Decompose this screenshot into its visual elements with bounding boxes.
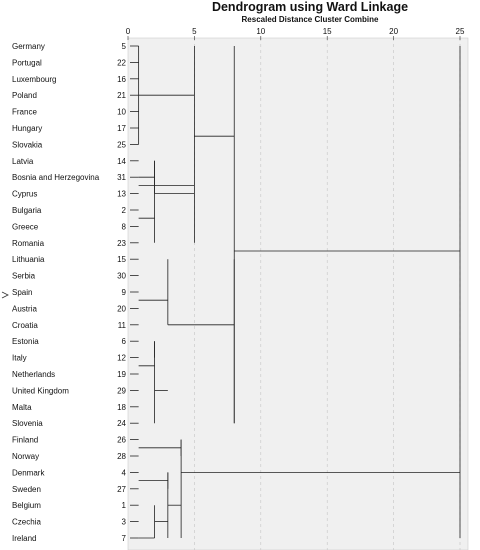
leaf-case-number: 10 [117,108,126,117]
leaf-name: Norway [12,452,39,461]
leaf-name: Czechia [12,518,41,527]
leaf-case-number: 9 [122,288,127,297]
leaf-case-number: 20 [117,304,126,313]
leaf-name: Bosnia and Herzegovina [12,173,100,182]
leaf-name: Netherlands [12,370,55,379]
leaf-name: Greece [12,222,39,231]
tree-links [130,45,461,539]
tick-label: 20 [389,27,398,36]
leaf-case-number: 14 [117,157,126,166]
axis-ticks: 0 5 10 15 20 25 [126,27,465,40]
leaf-name: Malta [12,403,32,412]
chart-subtitle: Rescaled Distance Cluster Combine [241,15,379,24]
leaf-case-number: 23 [117,239,126,248]
leaf-name: Ireland [12,534,36,543]
row-marker-icon [1,291,9,299]
leaf-case-number: 5 [122,42,127,51]
tick-label: 25 [456,27,465,36]
leaf-case-number: 15 [117,255,126,264]
leaf-name: Luxembourg [12,75,56,84]
leaf-case-number: 16 [117,75,126,84]
leaf-case-number: 18 [117,403,126,412]
leaf-name: Lithuania [12,255,45,264]
leaf-case-number: 28 [117,452,126,461]
leaf-name: Croatia [12,321,38,330]
leaf-name: Slovenia [12,419,43,428]
leaf-name: Italy [12,354,27,363]
leaf-case-number: 8 [122,222,127,231]
leaf-case-number: 11 [118,321,127,330]
leaf-name: Romania [12,239,45,248]
leaf-case-number: 7 [122,534,127,543]
leaf-case-number: 30 [117,272,126,281]
leaf-name: Finland [12,436,38,445]
leaf-case-number: 3 [122,518,127,527]
leaf-case-number: 25 [117,140,126,149]
leaf-case-number: 24 [117,419,126,428]
leaf-name: Cyprus [12,190,37,199]
leaf-case-number: 12 [117,354,126,363]
chart-title: Dendrogram using Ward Linkage [211,0,409,14]
leaf-name: Bulgaria [12,206,42,215]
leaf-name: Austria [12,304,37,313]
leaf-case-number: 4 [122,468,127,477]
leaf-name: Estonia [12,337,39,346]
tick-label: 15 [323,27,332,36]
leaf-case-number: 17 [117,124,126,133]
leaf-case-number: 19 [117,370,126,379]
leaf-name: Spain [12,288,32,297]
tick-label: 10 [256,27,265,36]
leaf-case-number: 6 [122,337,127,346]
leaf-case-number: 13 [117,190,126,199]
leaf-case-number: 1 [122,501,127,510]
leaf-name: Germany [12,42,45,51]
leaf-name: Sweden [12,485,41,494]
leaf-name: Denmark [12,468,45,477]
leaf-name: Hungary [12,124,42,133]
leaf-name: Poland [12,91,37,100]
leaf-name: Belgium [12,501,41,510]
tick-label: 0 [126,27,131,36]
leaf-case-number: 2 [122,206,127,215]
plot-background [127,37,469,550]
leaf-name: Latvia [12,157,34,166]
leaf-case-number: 26 [117,436,126,445]
leaf-case-number: 29 [117,386,126,395]
leaf-case-number: 27 [117,485,126,494]
leaf-case-number: 22 [117,58,126,67]
leaf-name: United Kingdom [12,386,69,395]
leaf-case-number: 31 [117,173,126,182]
leaf-name: Portugal [12,58,42,67]
tick-label: 5 [192,27,197,36]
leaf-name: Slovakia [12,140,43,149]
leaf-case-number: 21 [117,91,126,100]
leaf-name: France [12,108,37,117]
leaf-name: Serbia [12,272,36,281]
